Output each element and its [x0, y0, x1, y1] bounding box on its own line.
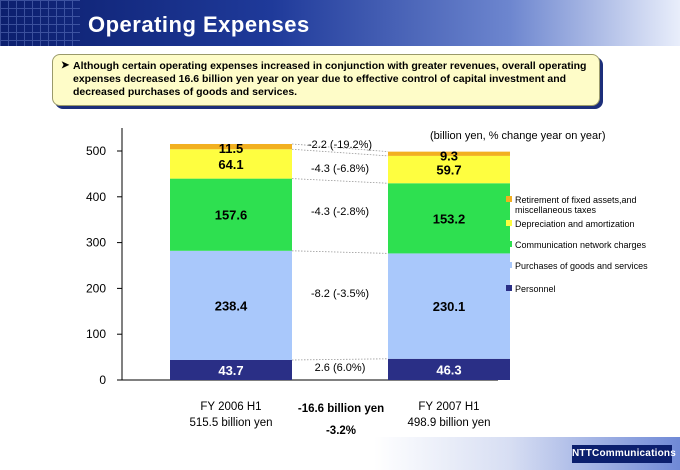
- change-label: -4.3 (-6.8%): [311, 163, 369, 175]
- legend-label: Retirement of fixed assets,and miscellan…: [515, 195, 637, 215]
- legend-entry: Personnel: [506, 284, 677, 294]
- y-tick-label: 400: [86, 190, 106, 204]
- y-tick-label: 200: [86, 281, 106, 295]
- y-tick-label: 300: [86, 236, 106, 250]
- legend-entry: Communication network charges: [506, 240, 677, 250]
- connector-line: [291, 143, 389, 153]
- bar-segment: [388, 155, 510, 184]
- data-label: 157.6: [215, 208, 248, 223]
- difference-amount: -16.6 billion yen: [298, 403, 384, 415]
- connector-line: [291, 178, 389, 184]
- connector-line: [291, 358, 389, 361]
- legend-entry: Retirement of fixed assets,and miscellan…: [506, 195, 677, 215]
- data-label: 59.7: [436, 163, 461, 178]
- bar-segment: [170, 250, 292, 360]
- legend-swatch: [506, 196, 512, 202]
- summary-callout: ➤ Although certain operating expenses in…: [52, 54, 600, 106]
- slide-title: Operating Expenses: [88, 12, 310, 37]
- data-label: 46.3: [436, 362, 461, 377]
- title-bar: Operating Expenses: [0, 0, 680, 46]
- connector-line: [291, 250, 389, 254]
- data-label: 43.7: [218, 363, 243, 378]
- legend-label: Communication network charges: [515, 240, 647, 250]
- legend-swatch: [506, 262, 512, 268]
- data-label: 238.4: [215, 298, 248, 313]
- x-category-label: FY 2006 H1: [200, 401, 261, 413]
- legend-swatch: [506, 241, 512, 247]
- legend-entry: Purchases of goods and services: [506, 261, 677, 271]
- y-tick-label: 0: [99, 373, 106, 387]
- company-logo: NTTCommunications: [572, 445, 676, 463]
- legend-label: Personnel: [515, 284, 556, 294]
- bullet-arrow-icon: ➤: [61, 60, 70, 71]
- data-label: 64.1: [218, 157, 243, 172]
- category-total-label: 515.5 billion yen: [189, 417, 272, 429]
- change-label: -2.2 (-19.2%): [308, 139, 372, 151]
- difference-percent: -3.2%: [326, 425, 356, 437]
- summary-text: Although certain operating expenses incr…: [73, 60, 587, 98]
- y-tick-label: 500: [86, 144, 106, 158]
- change-label: -4.3 (-2.8%): [311, 206, 369, 218]
- legend-swatch: [506, 220, 512, 226]
- unit-note: (billion yen, % change year on year): [430, 130, 605, 142]
- data-label: 9.3: [440, 149, 458, 164]
- data-label: 11.5: [219, 141, 244, 156]
- change-label: -8.2 (-3.5%): [311, 288, 369, 300]
- category-total-label: 498.9 billion yen: [407, 417, 490, 429]
- header-grid-pattern: [0, 0, 80, 46]
- bar-segment: [170, 143, 292, 150]
- legend-label: Purchases of goods and services: [515, 261, 648, 271]
- change-label: 2.6 (6.0%): [315, 362, 366, 374]
- footer-band: [0, 437, 680, 470]
- bar-segment: [388, 151, 510, 156]
- legend-entry: Depreciation and amortization: [506, 219, 677, 229]
- bar-segment: [388, 253, 510, 359]
- y-tick-label: 100: [86, 327, 106, 341]
- bar-segment: [388, 183, 510, 254]
- legend-swatch: [506, 285, 512, 291]
- bar-segment: [388, 358, 510, 380]
- data-label: 153.2: [433, 211, 466, 226]
- data-label: 230.1: [433, 299, 466, 314]
- legend-label: Depreciation and amortization: [515, 219, 635, 229]
- bar-segment: [170, 178, 292, 251]
- connector-line: [291, 148, 389, 157]
- bar-segment: [170, 149, 292, 179]
- bar-segment: [170, 359, 292, 380]
- x-category-label: FY 2007 H1: [418, 401, 479, 413]
